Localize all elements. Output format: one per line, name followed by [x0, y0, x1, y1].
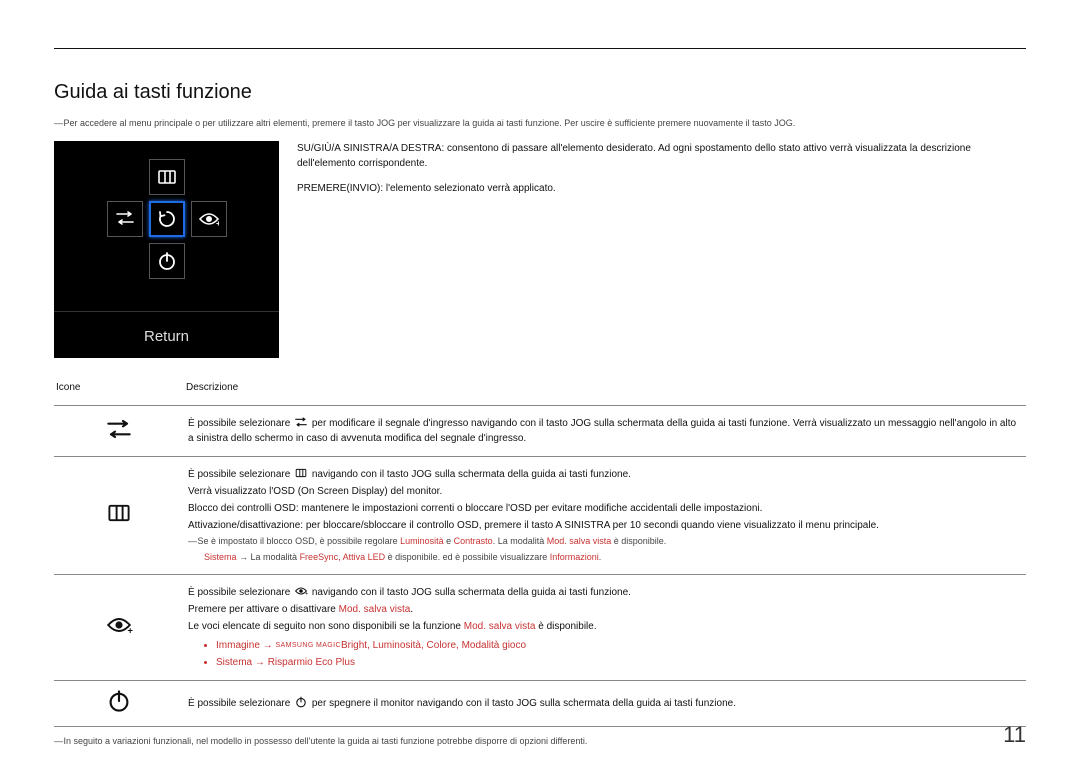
menu-icon — [105, 517, 133, 528]
osd-nav-cross — [107, 159, 227, 279]
row2-p2: Verrà visualizzato l'OSD (On Screen Disp… — [188, 484, 1022, 499]
row3-p1: È possibile selezionare navigando con il… — [188, 585, 1022, 600]
eye-saver-icon — [293, 587, 309, 598]
enter-instructions: PREMERE(INVIO): l'elemento selezionato v… — [297, 181, 1026, 196]
table-row: È possibile selezionare per modificare i… — [54, 406, 1026, 457]
menu-icon — [293, 469, 309, 480]
osd-down-power-icon — [149, 243, 185, 279]
osd-right-eye-icon — [191, 201, 227, 237]
source-icon — [105, 433, 133, 444]
source-icon — [293, 418, 309, 429]
row3-p3: Le voci elencate di seguito non sono dis… — [188, 619, 1022, 634]
row2-p3: Blocco dei controlli OSD: mantenere le i… — [188, 501, 1022, 516]
row2-subnote2: Sistema → La modalità FreeSync, Attiva L… — [204, 551, 1022, 565]
row4-text: È possibile selezionare per spegnere il … — [188, 696, 1022, 711]
row2-subnote1: Se è impostato il blocco OSD, è possibil… — [188, 535, 1022, 549]
power-icon — [293, 698, 309, 709]
table-row: È possibile selezionare per spegnere il … — [54, 681, 1026, 727]
row3-p2: Premere per attivare o disattivare Mod. … — [188, 602, 1022, 617]
page-number: 11 — [1003, 718, 1026, 751]
osd-left-source-icon — [107, 201, 143, 237]
page-title: Guida ai tasti funzione — [54, 77, 1026, 107]
nav-instructions: SU/GIÙ/A SINISTRA/A DESTRA: consentono d… — [297, 141, 1026, 171]
icon-description-table: Icone Descrizione È possibile selezionar… — [54, 376, 1026, 727]
osd-panel: Return — [54, 141, 279, 359]
osd-center-return-icon — [149, 201, 185, 237]
top-description: SU/GIÙ/A SINISTRA/A DESTRA: consentono d… — [297, 141, 1026, 206]
row3-bullets: Immagine → SAMSUNG MAGICBright, Luminosi… — [216, 638, 1022, 670]
row3-li1: Immagine → SAMSUNG MAGICBright, Luminosi… — [216, 638, 1022, 653]
col-header-description: Descrizione — [184, 376, 1026, 406]
footnote: In seguito a variazioni funzionali, nel … — [54, 735, 1026, 749]
row2-p1: È possibile selezionare navigando con il… — [188, 467, 1022, 482]
intro-note: Per accedere al menu principale o per ut… — [54, 117, 1026, 131]
row3-li2: Sistema → Risparmio Eco Plus — [216, 655, 1022, 670]
row1-text: È possibile selezionare per modificare i… — [188, 416, 1022, 446]
table-row: È possibile selezionare navigando con il… — [54, 575, 1026, 681]
eye-saver-icon — [105, 629, 133, 640]
row2-p4: Attivazione/disattivazione: per bloccare… — [188, 518, 1022, 533]
table-row: È possibile selezionare navigando con il… — [54, 457, 1026, 575]
osd-up-menu-icon — [149, 159, 185, 195]
osd-label: Return — [54, 312, 279, 359]
power-icon — [105, 705, 133, 716]
col-header-icons: Icone — [54, 376, 184, 406]
